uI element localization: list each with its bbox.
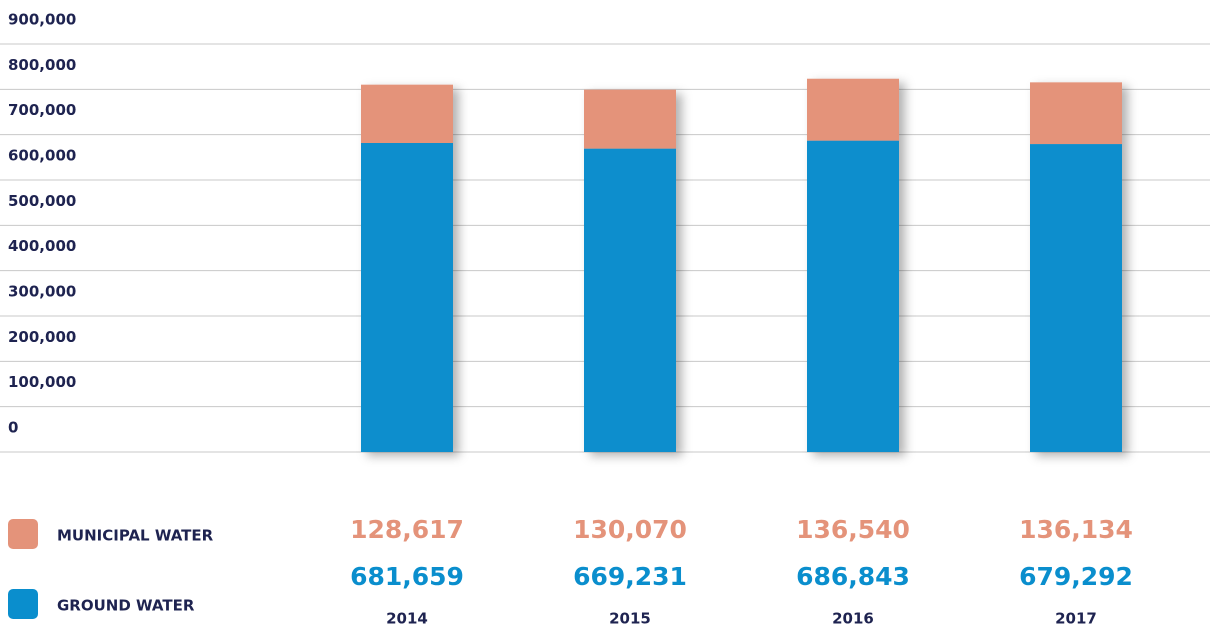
y-tick-label: 600,000 [8,147,76,165]
value-label: 136,540 [796,515,910,544]
x-tick-label: 2015 [609,610,651,628]
bar-segment [807,79,899,141]
legend-swatch [8,519,38,549]
bar-stack [361,85,453,452]
y-tick-label: 200,000 [8,328,76,346]
bar-segment [1030,144,1122,452]
value-label: 686,843 [796,562,910,591]
value-label: 681,659 [350,562,464,591]
y-tick-label: 400,000 [8,237,76,255]
x-tick-label: 2017 [1055,610,1097,628]
bar-segment [1030,82,1122,144]
y-tick-label: 800,000 [8,56,76,74]
bar-segment [361,143,453,452]
y-tick-label: 700,000 [8,101,76,119]
bar-stack [584,90,676,452]
bar-stack [807,79,899,452]
value-label: 130,070 [573,515,687,544]
bar-segment [807,141,899,452]
y-tick-label: 300,000 [8,283,76,301]
value-label: 669,231 [573,562,687,591]
x-tick-label: 2016 [832,610,874,628]
bar-segment [584,90,676,149]
chart: 0 100,000 200,000 300,000 400,000 500,000 600,… [0,0,1210,633]
legend-swatch [8,589,38,619]
y-tick-label: 0 [8,419,18,437]
bar-segment [584,149,676,452]
bar-stack [1030,82,1122,452]
value-label: 679,292 [1019,562,1133,591]
bar-segment [361,85,453,143]
legend-label: MUNICIPAL WATER [57,527,214,545]
y-tick-label: 500,000 [8,192,76,210]
value-label: 128,617 [350,515,464,544]
page: {"chart_data": {"type": "stacked-bar", "… [0,0,1210,633]
legend-label: GROUND WATER [57,597,195,615]
value-label: 136,134 [1019,515,1133,544]
x-tick-label: 2014 [386,610,428,628]
y-tick-label: 900,000 [8,11,76,29]
y-tick-label: 100,000 [8,373,76,391]
